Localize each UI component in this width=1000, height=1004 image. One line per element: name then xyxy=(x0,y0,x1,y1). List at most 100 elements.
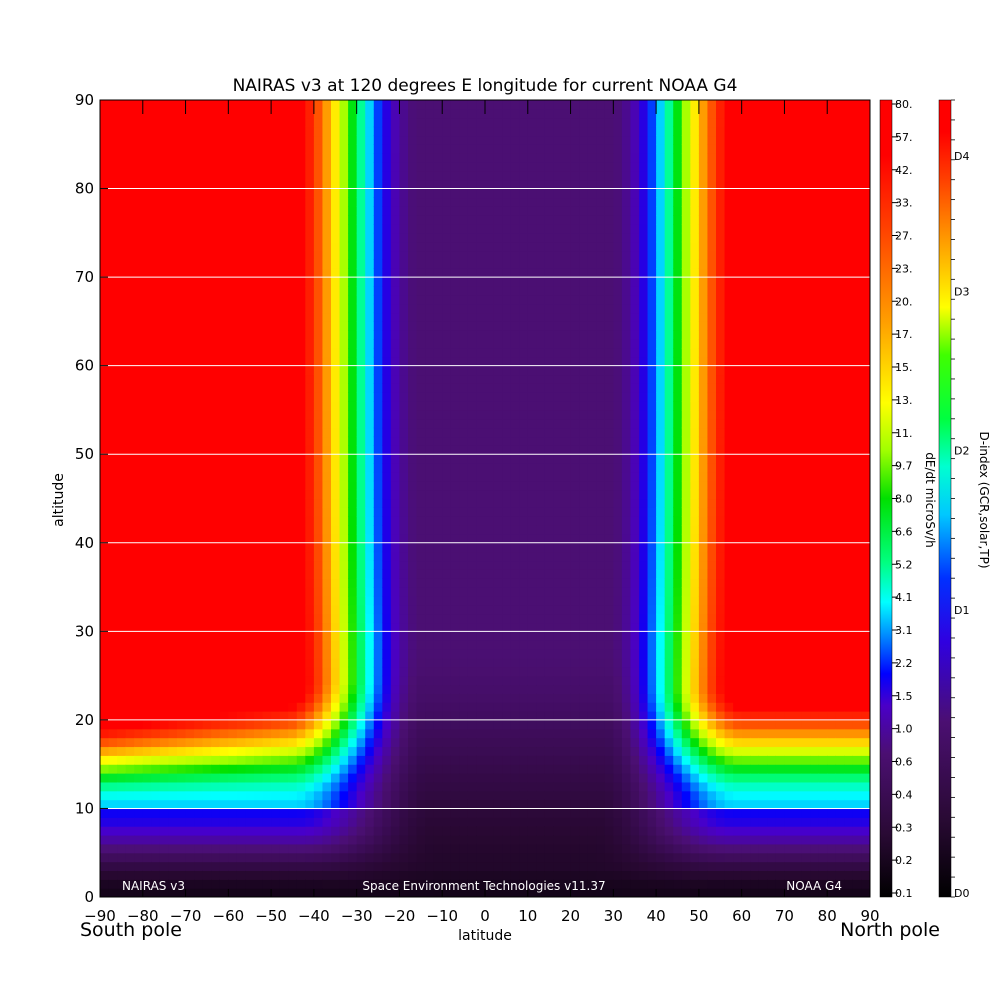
heatmap-cell xyxy=(271,852,281,863)
heatmap-cell xyxy=(373,392,383,402)
heatmap-cell xyxy=(245,675,255,686)
heatmap-cell xyxy=(219,365,229,376)
heatmap-cell xyxy=(228,861,238,872)
heatmap-cell xyxy=(100,392,110,402)
heatmap-cell xyxy=(502,330,512,340)
heatmap-cell xyxy=(493,365,503,376)
heatmap-cell xyxy=(519,347,529,358)
heatmap-cell xyxy=(510,100,520,110)
heatmap-cell xyxy=(536,347,546,358)
heatmap-cell xyxy=(356,330,366,340)
heatmap-cell xyxy=(177,711,187,721)
heatmap-cell xyxy=(279,232,289,243)
heatmap-cell xyxy=(450,737,460,748)
heatmap-cell xyxy=(502,347,512,358)
heatmap-cell xyxy=(331,790,341,801)
heatmap-cell xyxy=(211,835,221,845)
heatmap-cell xyxy=(313,126,324,137)
heatmap-cell xyxy=(544,693,555,703)
heatmap-cell xyxy=(331,799,341,810)
heatmap-cell xyxy=(390,188,401,199)
heatmap-cell xyxy=(202,817,212,827)
heatmap-cell xyxy=(202,587,212,597)
heatmap-cell xyxy=(134,587,144,597)
heatmap-cell xyxy=(408,392,418,402)
heatmap-cell xyxy=(185,843,195,854)
heatmap-cell xyxy=(373,383,383,393)
heatmap-cell xyxy=(485,330,495,340)
heatmap-cell xyxy=(125,250,135,260)
heatmap-cell xyxy=(228,666,238,677)
heatmap-cell xyxy=(390,808,401,818)
heatmap-cell xyxy=(134,347,144,358)
heatmap-cell xyxy=(117,285,127,296)
heatmap-cell xyxy=(562,879,572,889)
heatmap-cell xyxy=(262,392,272,402)
heatmap-cell xyxy=(544,161,555,172)
heatmap-cell xyxy=(202,551,212,562)
heatmap-cell xyxy=(433,321,443,331)
heatmap-cell xyxy=(305,223,315,234)
heatmap-cell xyxy=(177,170,187,181)
heatmap-cell xyxy=(382,471,392,482)
heatmap-cell xyxy=(245,790,255,801)
heatmap-cell xyxy=(493,100,503,110)
heatmap-cell xyxy=(442,277,452,287)
heatmap-cell xyxy=(236,401,247,411)
heatmap-cell xyxy=(313,356,324,367)
heatmap-cell xyxy=(305,542,315,553)
heatmap-cell xyxy=(433,356,443,367)
heatmap-cell xyxy=(296,622,306,632)
heatmap-cell xyxy=(108,657,118,668)
heatmap-cell xyxy=(433,330,443,340)
heatmap-cell xyxy=(322,135,332,145)
heatmap-cell xyxy=(288,241,298,252)
heatmap-cell xyxy=(271,259,281,269)
heatmap-cell xyxy=(399,533,409,544)
heatmap-cell xyxy=(117,879,127,889)
heatmap-cell xyxy=(339,852,349,863)
heatmap-cell xyxy=(228,719,238,730)
heatmap-cell xyxy=(390,507,401,517)
heatmap-cell xyxy=(117,551,127,562)
heatmap-cell xyxy=(134,649,144,659)
heatmap-cell xyxy=(373,888,383,897)
heatmap-cell xyxy=(476,888,486,897)
heatmap-cell xyxy=(202,365,212,376)
heatmap-cell xyxy=(134,356,144,367)
heatmap-cell xyxy=(553,826,563,836)
heatmap-cell xyxy=(305,108,315,119)
heatmap-cell xyxy=(194,631,204,641)
heatmap-cell xyxy=(313,339,324,349)
heatmap-cell xyxy=(211,303,221,314)
heatmap-cell xyxy=(159,303,170,314)
heatmap-cell xyxy=(245,622,255,632)
heatmap-cell xyxy=(117,516,127,526)
heatmap-cell xyxy=(416,374,426,384)
heatmap-cell xyxy=(108,259,118,269)
heatmap-cell xyxy=(544,392,555,402)
heatmap-cell xyxy=(134,135,144,145)
heatmap-cell xyxy=(271,799,281,810)
heatmap-cell xyxy=(219,294,229,305)
heatmap-cell xyxy=(382,241,392,252)
heatmap-cell xyxy=(185,365,195,376)
heatmap-cell xyxy=(459,170,469,181)
heatmap-cell xyxy=(185,808,195,818)
heatmap-cell xyxy=(279,684,289,694)
heatmap-cell xyxy=(211,206,221,216)
heatmap-cell xyxy=(279,595,289,606)
heatmap-cell xyxy=(570,879,580,889)
heatmap-cell xyxy=(348,835,358,845)
heatmap-cell xyxy=(450,587,460,597)
heatmap-cell xyxy=(271,330,281,340)
heatmap-cell xyxy=(228,675,238,686)
heatmap-cell xyxy=(194,471,204,482)
heatmap-cell xyxy=(416,339,426,349)
heatmap-cell xyxy=(348,746,358,756)
heatmap-cell xyxy=(399,525,409,535)
heatmap-cell xyxy=(348,861,358,872)
heatmap-cell xyxy=(313,870,324,880)
heatmap-cell xyxy=(228,303,238,314)
heatmap-cell xyxy=(134,480,144,491)
